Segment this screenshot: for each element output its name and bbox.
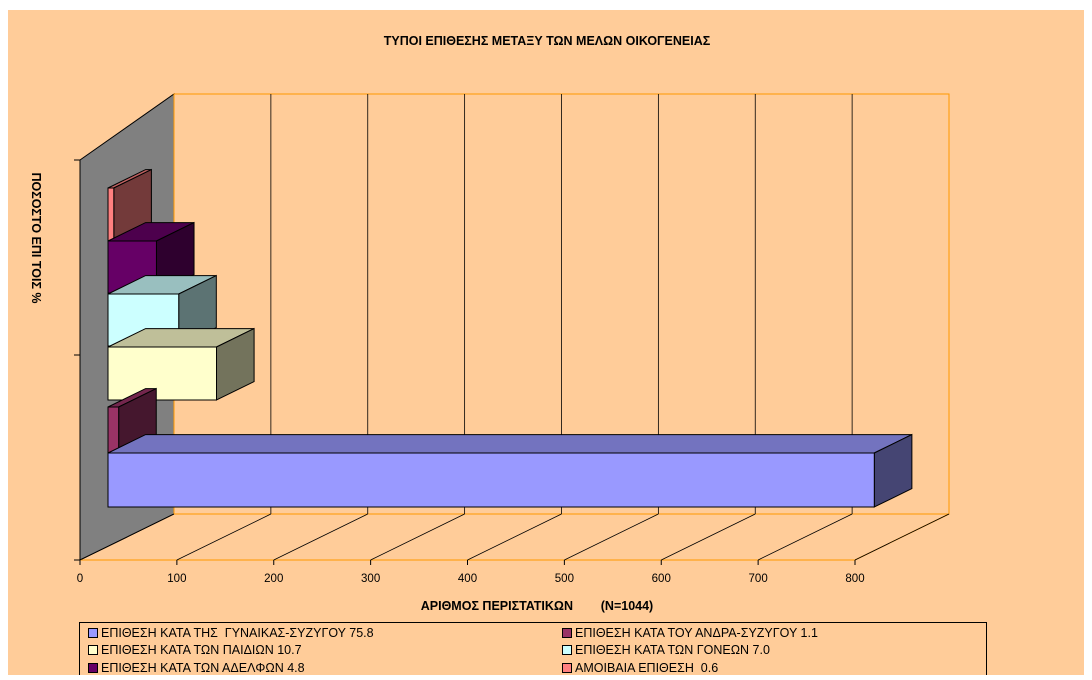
bar-top: [107, 434, 913, 454]
x-tick-label: 600: [652, 573, 671, 585]
x-tick-label: 200: [264, 573, 283, 585]
x-tick-label: 800: [845, 573, 864, 585]
floor-gridline: [176, 513, 272, 561]
legend-label: ΕΠΙΘΕΣΗ ΚΑΤΑ ΤΟΥ ΑΝΔΡΑ-ΣΥΖΥΓΟΥ 1.1: [575, 626, 818, 640]
legend-label: ΕΠΙΘΕΣΗ ΚΑΤΑ ΤΩΝ ΑΔΕΛΦΩΝ 4.8: [101, 661, 305, 675]
legend-item: ΕΠΙΘΕΣΗ ΚΑΤΑ ΤΩΝ ΠΑΙΔΙΩΝ 10.7: [88, 642, 302, 658]
legend-item: ΕΠΙΘΕΣΗ ΚΑΤΑ ΤΟΥ ΑΝΔΡΑ-ΣΥΖΥΓΟΥ 1.1: [562, 625, 818, 641]
legend-swatch: [562, 645, 572, 655]
legend-label: ΕΠΙΘΕΣΗ ΚΑΤΑ ΤΩΝ ΓΟΝΕΩΝ 7.0: [575, 643, 770, 657]
legend-label: ΕΠΙΘΕΣΗ ΚΑΤΑ ΤΗΣ ΓΥΝΑΙΚΑΣ-ΣΥΖΥΓΟΥ 75.8: [101, 626, 374, 640]
floor-gridline: [757, 513, 853, 561]
floor-gridline: [273, 513, 368, 561]
x-tick-label: 300: [361, 573, 380, 585]
legend-item: ΕΠΙΘΕΣΗ ΚΑΤΑ ΤΩΝ ΓΟΝΕΩΝ 7.0: [562, 642, 770, 658]
x-tick-label: 500: [555, 573, 574, 585]
bar: [107, 452, 875, 508]
legend-swatch: [88, 628, 98, 638]
legend-item: ΕΠΙΘΕΣΗ ΚΑΤΑ ΤΗΣ ΓΥΝΑΙΚΑΣ-ΣΥΖΥΓΟΥ 75.8: [88, 625, 374, 641]
legend-swatch: [88, 663, 98, 673]
floor-gridline: [467, 513, 562, 561]
legend-item: ΕΠΙΘΕΣΗ ΚΑΤΑ ΤΩΝ ΑΔΕΛΦΩΝ 4.8: [88, 660, 305, 675]
x-tick-label: 700: [749, 573, 768, 585]
bar: [107, 346, 217, 401]
floor-gridline: [854, 513, 950, 561]
legend: ΕΠΙΘΕΣΗ ΚΑΤΑ ΤΗΣ ΓΥΝΑΙΚΑΣ-ΣΥΖΥΓΟΥ 75.8 Ε…: [79, 622, 987, 675]
floor-gridline: [661, 513, 756, 561]
floor-gridline: [370, 513, 465, 561]
x-tick-label: 400: [458, 573, 477, 585]
plot-layer: 0 100 200 300 400 500 600 700 800: [74, 93, 950, 585]
legend-swatch: [562, 663, 572, 673]
x-tick-label: 100: [167, 573, 186, 585]
y-axis-label: ΠΟΣΟΣΤΟ ΕΠΙ ΤΟΙΣ %: [29, 172, 43, 303]
legend-label: ΕΠΙΘΕΣΗ ΚΑΤΑ ΤΩΝ ΠΑΙΔΙΩΝ 10.7: [101, 643, 302, 657]
floor-gridline: [564, 513, 659, 561]
bar: [107, 187, 115, 242]
legend-swatch: [88, 645, 98, 655]
x-tick-label: 0: [77, 573, 83, 585]
legend-swatch: [562, 628, 572, 638]
legend-label: ΑΜΟΙΒΑΙΑ ΕΠΙΘΕΣΗ 0.6: [575, 661, 719, 675]
bar: [107, 406, 120, 454]
floor-gridline: [79, 513, 175, 561]
chart-title: ΤΥΠΟΙ ΕΠΙΘΕΣΗΣ ΜΕΤΑΞΥ ΤΩΝ ΜΕΛΩΝ ΟΙΚΟΓΕΝΕ…: [384, 34, 711, 48]
x-axis-label: ΑΡΙΘΜΟΣ ΠΕΡΙΣΤΑΤΙΚΩΝ (N=1044): [421, 599, 653, 613]
legend-item: ΑΜΟΙΒΑΙΑ ΕΠΙΘΕΣΗ 0.6: [562, 660, 718, 675]
